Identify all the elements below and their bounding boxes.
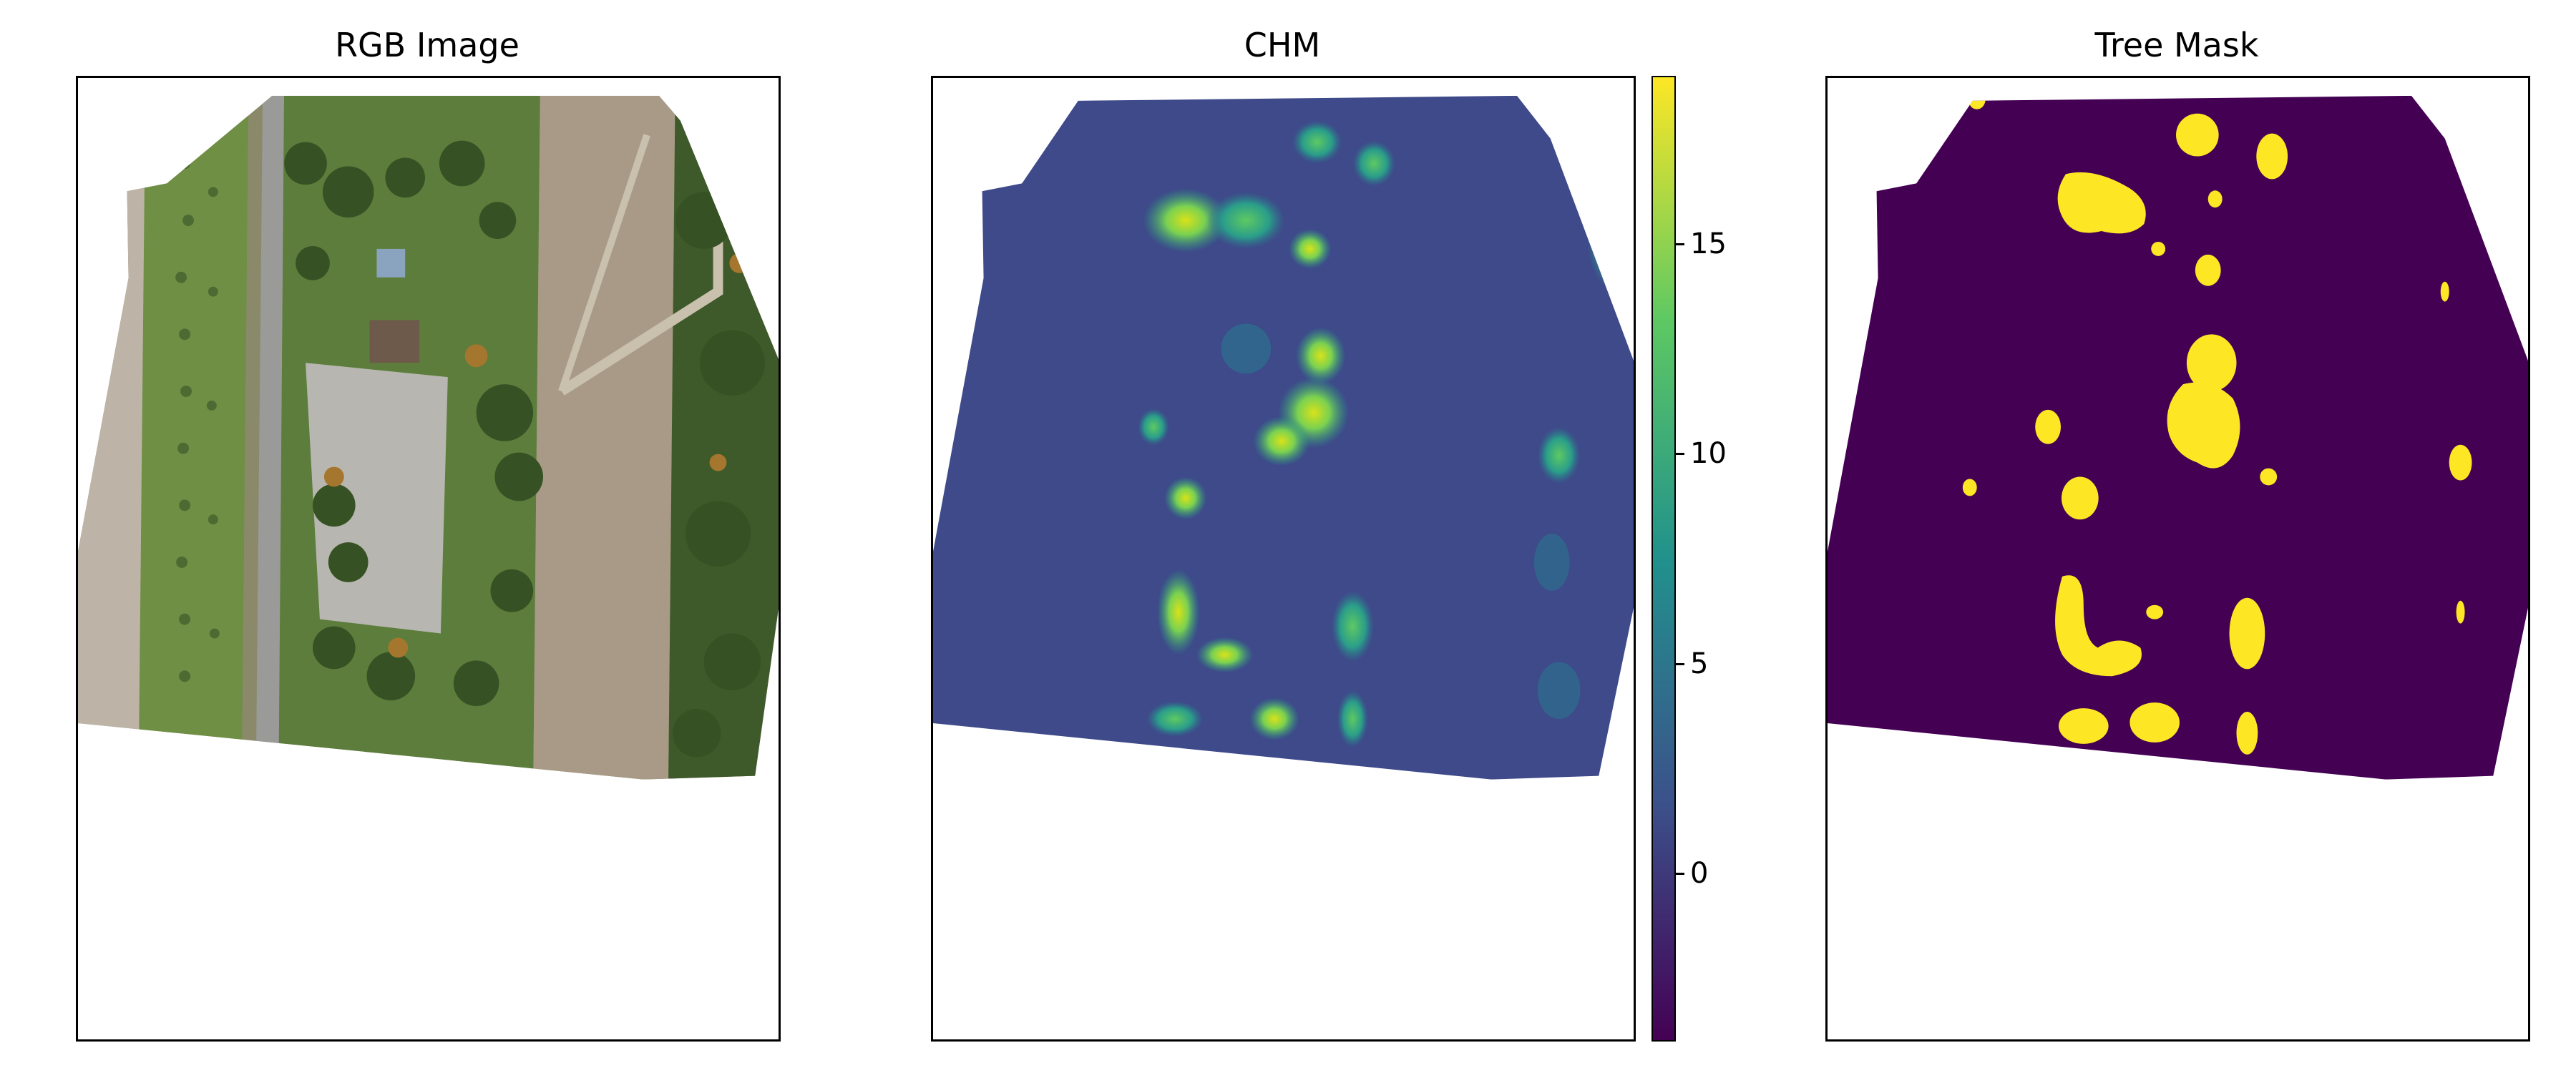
- rgb-panel-title: RGB Image: [335, 26, 519, 64]
- colorbar-tick-mark: [1676, 242, 1684, 245]
- colorbar-tick-mark: [1676, 873, 1684, 876]
- mask-panel-title: Tree Mask: [2094, 26, 2259, 64]
- colorbar-tick-label: 0: [1690, 857, 1709, 891]
- colorbar-tick-mark: [1676, 662, 1684, 665]
- chm-colorbar: [1652, 76, 1676, 1042]
- chm-axes: [931, 76, 1636, 1042]
- rgb-image: [78, 95, 779, 780]
- mask-image: [1828, 95, 2528, 780]
- mask-axes: [1825, 76, 2530, 1042]
- chm-panel-title: CHM: [1244, 26, 1321, 64]
- chm-image: [933, 95, 1634, 780]
- colorbar-tick-label: 15: [1690, 227, 1727, 260]
- colorbar-tick-label: 5: [1690, 647, 1709, 680]
- chm-canopy-blobs: [1138, 120, 1634, 748]
- rgb-axes: [76, 76, 781, 1042]
- colorbar-tick-label: 10: [1690, 437, 1727, 471]
- colorbar-tick-mark: [1676, 453, 1684, 456]
